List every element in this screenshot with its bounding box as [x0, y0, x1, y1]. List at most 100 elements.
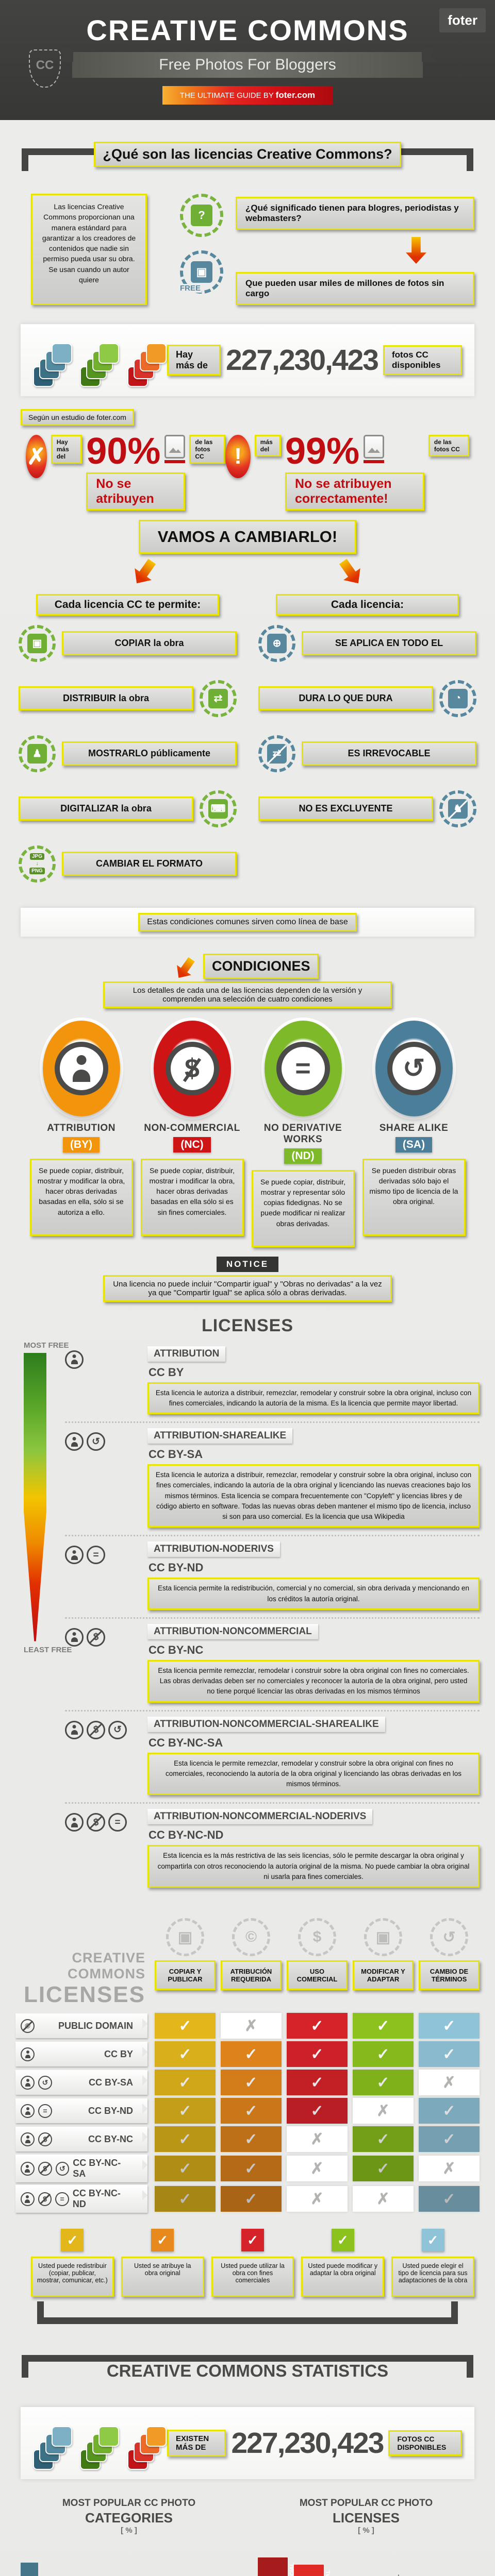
condition-name: ATTRIBUTION — [47, 1122, 116, 1133]
check-cell: ✓ — [221, 2098, 282, 2124]
chart2-title: MOST POPULAR CC PHOTO — [299, 2498, 433, 2509]
license-row: = ATTRIBUTION-NODERIVS CC BY-ND Esta licenc… — [65, 1536, 480, 1619]
cross-cell: ✗ — [353, 2186, 414, 2212]
format-glyph: JPG ↓ PNG — [27, 853, 47, 875]
check-cell: ✓ — [155, 2098, 216, 2124]
matrix-row: © PUBLIC DOMAIN ✓ ✗ ✓ ✓ ✓ — [15, 2013, 480, 2039]
check-cell: ✓ — [353, 2156, 414, 2182]
guide-banner[interactable]: THE ULTIMATE GUIDE BY foter.com — [162, 86, 333, 105]
change-title: VAMOS A CAMBIARLO! — [138, 519, 357, 554]
cc-nd-icon: = — [38, 2104, 52, 2118]
cc-nc-icon: $ — [87, 1813, 105, 1832]
stat1-post: de las fotos CC — [189, 435, 226, 464]
duration-glyph: ◔ — [448, 688, 468, 708]
legend-check-icon: ✓ — [241, 2229, 264, 2252]
person-glyph — [72, 1055, 90, 1082]
person-glyph — [71, 1725, 78, 1735]
license-description: Esta licencia le autoriza a distribuir, … — [147, 1382, 480, 1415]
legend-text: Usted puede modificar y adaptar la obra … — [301, 2257, 385, 2297]
matrix-title-line2: LICENSES — [23, 1982, 145, 2008]
license-description: Esta licencia le autoriza a distribuir, … — [147, 1464, 480, 1528]
legend-item: ✓ Usted puede modificar y adaptar la obra… — [301, 2229, 385, 2297]
cc-by-icon — [65, 1350, 84, 1369]
cc-by-icon — [21, 2192, 35, 2206]
exclamation-circle-icon: ! — [225, 435, 251, 478]
permission-label: SE APLICA EN TODO EL — [302, 631, 476, 656]
dotted-separator — [286, 724, 449, 728]
person-glyph — [71, 1632, 78, 1642]
share-icon: ⇄ — [200, 680, 237, 717]
license-icons: $ — [65, 1624, 147, 1647]
person-glyph — [71, 1550, 78, 1560]
category-bar: TRAVEL1,03 — [21, 2563, 38, 2576]
check-cell: ✓ — [287, 2013, 348, 2039]
check-cell: ✓ — [419, 2013, 480, 2039]
permission-label: DIGITALIZAR la obra — [19, 796, 193, 821]
pd-glyph: © — [25, 2022, 30, 2030]
matrix-license-label: CC BY-NC-ND — [72, 2188, 121, 2210]
license-main: ATTRIBUTION-NONCOMMERCIAL-NODERIVS CC BY-… — [147, 1809, 480, 1888]
license-main: ATTRIBUTION-NONCOMMERCIAL CC BY-NC Esta li… — [147, 1623, 480, 1703]
band-zigzag-top — [21, 319, 474, 324]
cross-cell: ✗ — [353, 2098, 414, 2124]
photo-tile — [98, 2426, 120, 2447]
conditions-section: CONDICIONES Los detalles de cada una de … — [0, 953, 495, 1302]
column-label: CAMBIO DE TÉRMINOS — [419, 1960, 480, 1991]
person-glyph — [71, 1437, 78, 1447]
photo-icon — [164, 435, 186, 463]
condition-code: (ND) — [284, 1148, 322, 1164]
license-name: ATTRIBUTION — [147, 1346, 226, 1362]
red-arrow-right-icon — [335, 555, 367, 589]
permission-row: NO ES EXCLUYENTE ♞ — [258, 790, 476, 827]
license-name: ATTRIBUTION-NONCOMMERCIAL — [147, 1623, 318, 1639]
cross-cell: ✗ — [287, 2126, 348, 2153]
license-code: CC BY-SA — [148, 1448, 203, 1461]
dotted-separator — [46, 669, 209, 673]
matrix-license-pill: ↺ CC BY-SA — [15, 2070, 147, 2095]
conditions-description: Los detalles de cada una de las licencia… — [103, 981, 392, 1008]
license-row: $ = ATTRIBUTION-NONCOMMERCIAL-NODERIVS CC B… — [65, 1804, 480, 1895]
permission-row: JPG ↓ PNG CAMBIAR EL FORMATO — [19, 845, 237, 883]
stat-not-attributed: ✗ Hay más del 90% No se atribuyen de las… — [26, 433, 226, 511]
foter-logo[interactable]: foter — [439, 8, 486, 32]
legend-check-icon: ✓ — [331, 2229, 354, 2252]
legend-item: ✓ Usted puede elegir el tipo de licencia … — [391, 2229, 474, 2297]
license-row: ATTRIBUTION CC BY Esta licencia le autoriz… — [65, 1341, 480, 1423]
cc-shield-icon: CC — [29, 49, 61, 88]
person-glyph — [25, 2165, 30, 2173]
cc-nc-icon: $ — [38, 2132, 52, 2146]
most-free-label: MOST FREE — [24, 1341, 69, 1350]
chart2-subtitle: LICENSES — [332, 2510, 400, 2526]
permission-row: DISTRIBUIR la obra ⇄ — [19, 680, 237, 717]
column-icon: © — [232, 1918, 270, 1957]
matrix-column-header: ▣ MODIFICAR Y ADAPTAR — [353, 1914, 414, 2008]
condition-badge-icon: $ — [153, 1020, 231, 1116]
dotted-separator — [286, 669, 449, 673]
sa-glyph: ↺ — [42, 2078, 48, 2087]
license-code: CC BY-NC-ND — [148, 1828, 224, 1842]
check-cell: ✓ — [221, 2126, 282, 2153]
matrix-cells: ✓ ✓ ✗ ✓ ✓ — [155, 2126, 480, 2153]
cc-pd-icon: © — [21, 2019, 35, 2033]
matrix-license-pill: $ = CC BY-NC-ND — [15, 2185, 147, 2213]
people-icon: ♟ — [19, 735, 56, 772]
stats-counter-prefix: EXISTEN MÁS DE — [167, 2430, 226, 2457]
stat2-pre: más del — [254, 435, 281, 456]
matrix-license-label: CC BY-SA — [88, 2077, 133, 2088]
cc-sa-icon: ↺ — [108, 1720, 127, 1739]
duration-icon: ◔ — [439, 680, 476, 717]
study-source: Según un estudio de foter.com — [21, 409, 134, 426]
condition-badge-icon: = — [264, 1020, 342, 1116]
check-cell: ✓ — [221, 2070, 282, 2096]
license-main: ATTRIBUTION-NODERIVS CC BY-ND Esta licenci… — [147, 1541, 480, 1610]
notice-text: Una licencia no puede incluir "Compartir… — [103, 1275, 392, 1302]
laptop-icon: ⌨ — [200, 790, 237, 827]
cross-cell: ✗ — [287, 2156, 348, 2182]
statistics-section: CREATIVE COMMONS STATISTICS EXISTEN MÁS … — [0, 2355, 495, 2576]
cc-sa-icon: ↺ — [38, 2075, 52, 2090]
license-description: Esta licencia es la más restrictiva de l… — [147, 1845, 480, 1888]
badge-inner-circle: $ — [165, 1041, 219, 1095]
cross-cell: ✗ — [221, 2013, 282, 2039]
matrix-row: $ CC BY-NC ✓ ✓ ✗ ✓ ✓ — [15, 2126, 480, 2153]
legend-item: ✓ Usted puede utilizar la obra con fines … — [211, 2229, 294, 2297]
